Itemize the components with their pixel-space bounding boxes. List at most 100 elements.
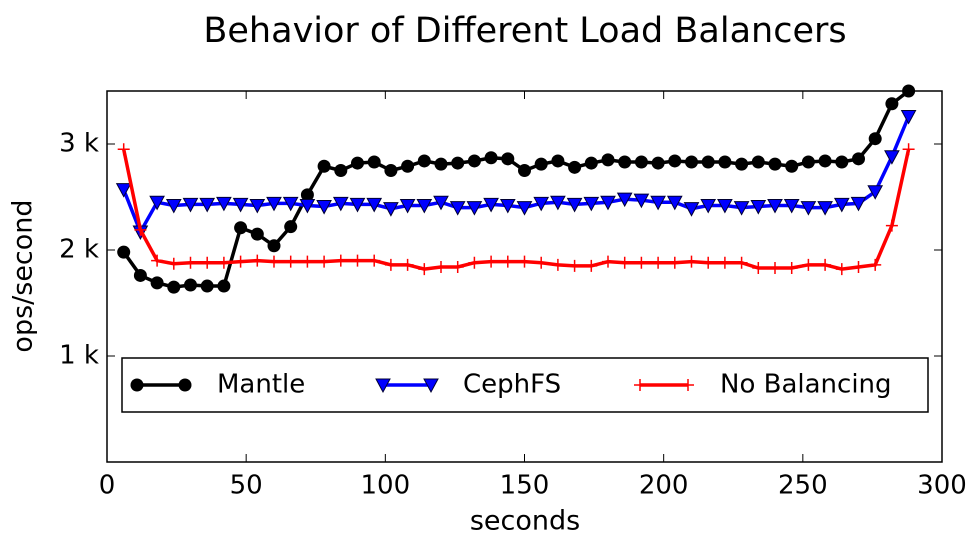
marker: [683, 202, 700, 217]
marker: [783, 198, 800, 214]
marker: [652, 256, 665, 269]
marker: [568, 160, 582, 174]
marker: [399, 198, 416, 214]
marker: [435, 260, 447, 273]
marker: [433, 195, 449, 211]
marker: [234, 221, 248, 235]
marker: [300, 188, 314, 202]
marker: [868, 132, 882, 146]
x-tick-label: 200: [639, 471, 689, 501]
marker: [635, 256, 648, 269]
marker: [334, 164, 348, 177]
y-axis-label: ops/second: [8, 199, 39, 352]
marker: [533, 196, 550, 212]
marker: [117, 143, 130, 156]
marker: [735, 157, 749, 171]
marker: [130, 378, 144, 392]
marker: [718, 155, 732, 169]
marker: [852, 152, 865, 166]
marker: [468, 256, 481, 269]
marker: [178, 378, 192, 392]
marker: [466, 201, 483, 216]
marker: [418, 263, 431, 276]
marker: [535, 256, 548, 269]
marker: [267, 239, 281, 253]
marker: [284, 255, 297, 268]
marker: [184, 278, 197, 292]
marker: [234, 255, 247, 268]
marker: [685, 255, 698, 268]
marker: [149, 195, 165, 211]
marker: [600, 195, 616, 211]
marker: [516, 201, 533, 216]
legend: Mantle CephFS No Balancing: [121, 357, 929, 413]
marker: [702, 256, 715, 269]
marker: [616, 192, 633, 208]
marker: [423, 378, 439, 394]
marker: [334, 254, 347, 267]
chart-title: Behavior of Different Load Balancers: [203, 11, 846, 51]
marker: [401, 258, 414, 271]
marker: [349, 197, 366, 213]
marker: [133, 268, 147, 282]
legend-label: Mantle: [217, 370, 305, 400]
marker: [651, 156, 665, 170]
marker: [818, 154, 832, 168]
marker: [417, 154, 431, 168]
x-tick-label: 150: [500, 471, 550, 501]
marker: [601, 153, 615, 167]
x-tick-label: 0: [99, 471, 116, 501]
marker: [266, 196, 282, 212]
marker: [182, 197, 199, 213]
marker: [785, 262, 798, 275]
marker: [750, 200, 767, 215]
marker: [251, 254, 264, 267]
marker: [682, 379, 694, 391]
marker: [885, 219, 898, 232]
marker: [534, 157, 548, 171]
legend-label: No Balancing: [720, 370, 892, 400]
marker: [434, 157, 448, 171]
marker: [317, 159, 331, 173]
marker: [216, 196, 232, 212]
marker: [467, 154, 481, 168]
marker: [501, 255, 514, 268]
marker: [850, 196, 867, 212]
marker: [318, 255, 331, 268]
marker: [449, 201, 466, 216]
marker: [751, 155, 765, 169]
series-line: [122, 115, 911, 237]
marker: [885, 97, 899, 111]
marker: [769, 262, 781, 275]
marker: [383, 202, 399, 217]
marker: [550, 195, 566, 211]
marker: [368, 254, 381, 267]
marker: [583, 196, 600, 212]
marker: [835, 155, 849, 169]
marker: [634, 379, 646, 391]
marker: [483, 197, 499, 213]
marker: [852, 260, 865, 273]
plot: [115, 84, 917, 294]
marker: [869, 258, 882, 271]
marker: [801, 155, 815, 169]
marker: [217, 256, 230, 269]
marker: [701, 155, 715, 169]
marker: [401, 159, 415, 173]
marker: [833, 197, 850, 213]
marker: [249, 198, 266, 214]
marker: [733, 201, 750, 216]
marker: [134, 223, 147, 236]
plot-frame: [106, 90, 943, 463]
marker: [634, 155, 648, 169]
marker: [835, 263, 848, 276]
marker: [518, 164, 531, 177]
marker: [232, 197, 249, 213]
marker: [367, 155, 381, 169]
marker: [785, 159, 799, 173]
marker: [217, 279, 231, 293]
marker: [767, 198, 783, 214]
x-tick-label: 50: [230, 471, 263, 501]
marker: [551, 258, 564, 271]
marker: [650, 195, 666, 211]
